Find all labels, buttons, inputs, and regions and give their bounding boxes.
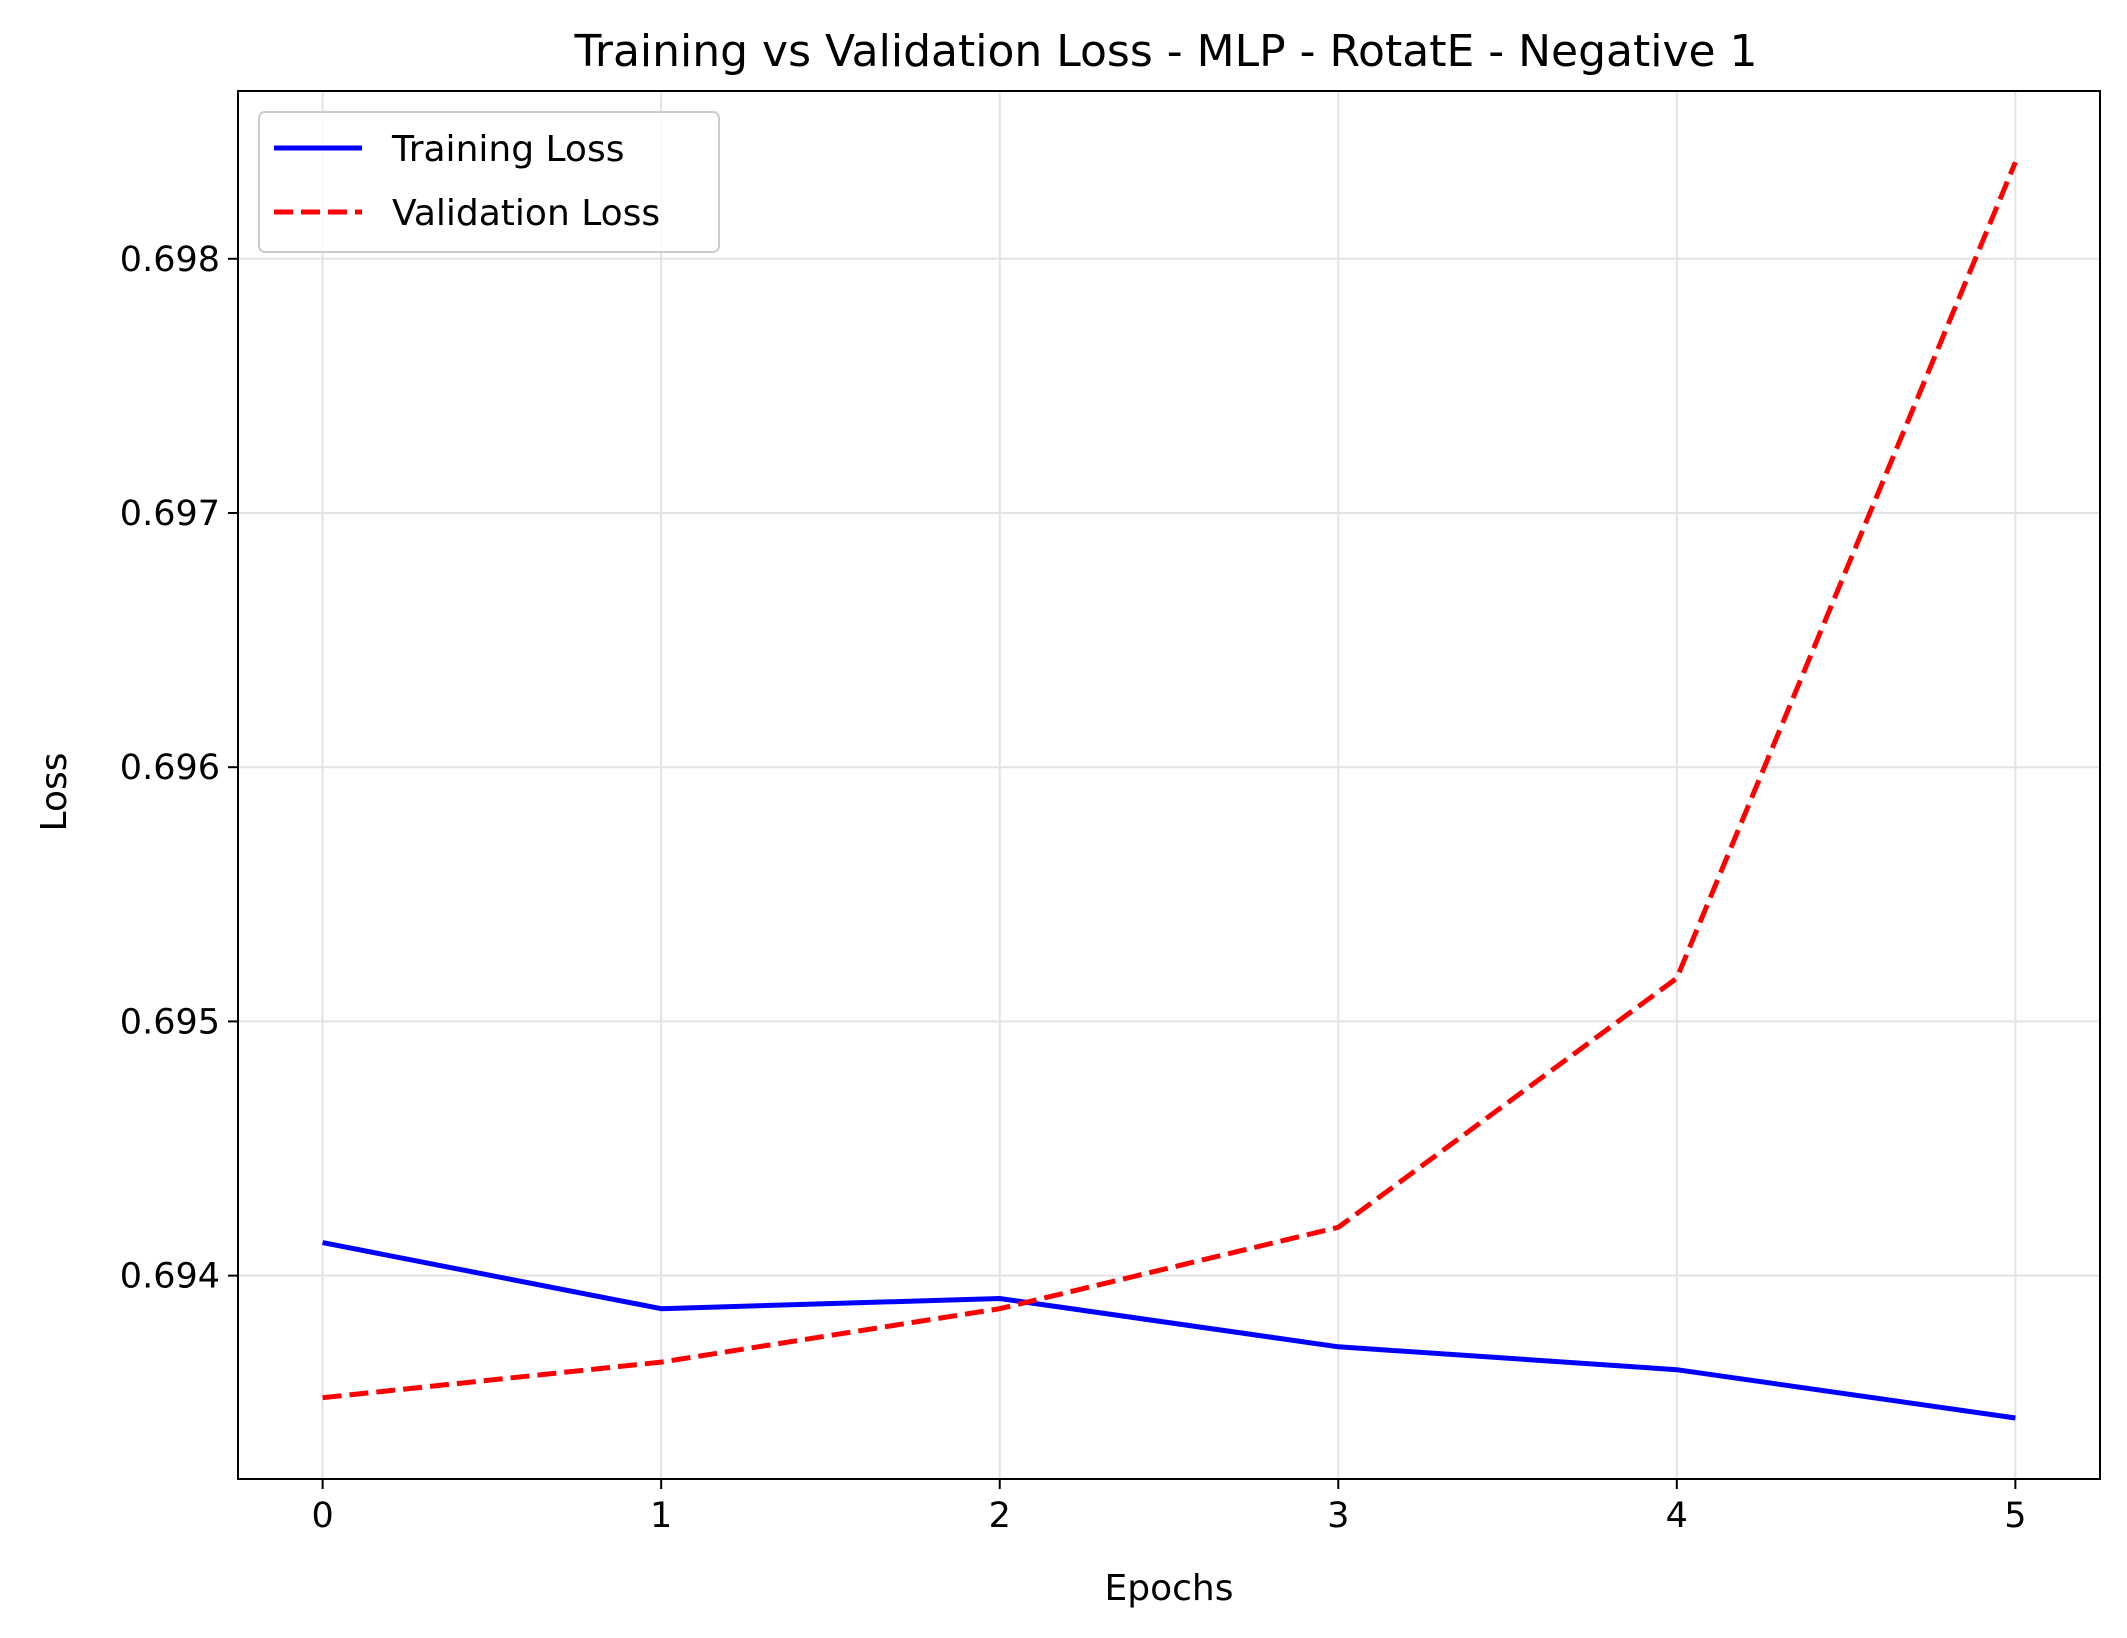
x-tick-label: 3: [1327, 1496, 1349, 1536]
validation-loss-line: [322, 161, 2018, 1401]
plot-frame: [237, 90, 2101, 1480]
y-axis: 0.694 0.695 0.696 0.697 0.698: [120, 240, 238, 1297]
series-layer: [322, 161, 2018, 1421]
x-tick-label: 4: [1666, 1496, 1688, 1536]
legend: Training Loss Validation Loss: [258, 111, 720, 253]
legend-label: Validation Loss: [392, 193, 660, 234]
chart-title: Training vs Validation Loss - MLP - Rota…: [573, 26, 1757, 77]
y-tick-label: 0.698: [120, 240, 220, 280]
x-tick-label: 5: [2004, 1496, 2026, 1536]
grid: [238, 91, 2100, 1479]
training-loss-line: [322, 1240, 2016, 1421]
x-tick-label: 0: [311, 1496, 333, 1536]
legend-box: [258, 111, 720, 253]
y-tick-label: 0.696: [120, 748, 220, 788]
y-tick-label: 0.697: [120, 494, 220, 534]
x-tick-label: 2: [989, 1496, 1011, 1536]
x-axis-label: Epochs: [1105, 1568, 1234, 1609]
legend-label: Training Loss: [391, 129, 624, 170]
y-axis-label: Loss: [34, 753, 75, 832]
y-tick-label: 0.694: [120, 1257, 220, 1297]
x-axis: 0 1 2 3 4 5: [311, 1479, 2027, 1536]
x-tick-label: 1: [650, 1496, 672, 1536]
y-tick-label: 0.695: [120, 1002, 220, 1042]
